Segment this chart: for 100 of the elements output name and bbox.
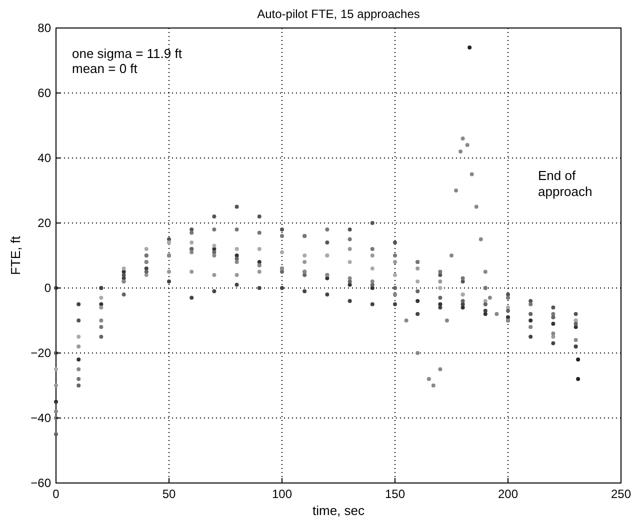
point: [460, 276, 465, 280]
point: [370, 254, 374, 258]
point: [416, 351, 420, 355]
point: [325, 292, 330, 296]
point: [460, 280, 465, 284]
point: [574, 338, 578, 342]
point: [257, 230, 262, 235]
point: [348, 299, 352, 303]
x-tick-label: 250: [610, 487, 632, 501]
point: [280, 286, 284, 290]
point: [54, 400, 58, 404]
point: [528, 318, 533, 322]
point: [190, 230, 194, 235]
y-tick-label: −20: [30, 346, 52, 360]
point: [234, 273, 239, 277]
y-tick-label: −60: [30, 476, 52, 490]
x-tick-label: 50: [162, 487, 176, 501]
point: [551, 341, 556, 346]
x-axis-title: time, sec: [312, 503, 366, 518]
point: [528, 334, 533, 339]
point: [458, 150, 463, 154]
y-axis-title: FTE, ft: [8, 236, 23, 275]
point: [483, 270, 488, 274]
point: [393, 240, 397, 244]
y-tick-label: 40: [38, 151, 52, 165]
point: [302, 273, 307, 277]
point: [416, 280, 420, 284]
chart-title: Auto-pilot FTE, 15 approaches: [257, 7, 420, 21]
point: [212, 273, 216, 277]
point: [167, 270, 171, 274]
point: [76, 367, 81, 372]
point: [76, 344, 81, 348]
point: [576, 377, 580, 381]
point: [190, 250, 194, 254]
point: [212, 244, 216, 248]
point: [99, 318, 104, 322]
y-tick-label: 60: [38, 86, 52, 100]
point: [257, 286, 262, 290]
point: [528, 302, 533, 306]
point: [460, 136, 465, 140]
point: [167, 280, 171, 284]
point: [190, 240, 194, 244]
point: [416, 299, 420, 303]
point: [528, 299, 533, 303]
point: [190, 296, 194, 300]
point: [444, 318, 449, 322]
point: [144, 270, 148, 274]
point: [348, 280, 352, 284]
point: [460, 299, 465, 303]
point: [99, 325, 104, 329]
point: [393, 254, 397, 258]
x-tick-label: 0: [52, 487, 60, 501]
point: [76, 377, 81, 381]
point: [325, 228, 330, 232]
point: [76, 384, 81, 388]
point: [348, 237, 352, 242]
y-tick-label: 80: [38, 21, 52, 35]
point: [190, 228, 194, 232]
point: [438, 280, 442, 284]
point: [483, 308, 488, 313]
point: [348, 260, 352, 264]
point: [76, 334, 81, 339]
point: [574, 322, 578, 326]
point: [438, 296, 442, 300]
point: [416, 289, 420, 294]
point: [478, 237, 483, 242]
point: [144, 247, 148, 251]
point: [468, 46, 472, 50]
point: [190, 270, 194, 274]
point: [431, 384, 436, 388]
point: [370, 247, 374, 251]
point: [302, 254, 307, 258]
point: [506, 306, 510, 310]
point: [370, 282, 374, 287]
point: [234, 254, 239, 258]
y-tick-label: 20: [38, 216, 52, 230]
point: [393, 286, 397, 290]
point: [506, 292, 510, 296]
point: [212, 228, 216, 232]
point: [404, 318, 408, 322]
point: [54, 384, 58, 388]
point: [370, 286, 374, 290]
point: [325, 240, 330, 244]
point: [370, 280, 374, 284]
point: [99, 306, 104, 310]
point: [257, 260, 262, 264]
point: [144, 266, 148, 270]
point: [506, 315, 510, 320]
point: [551, 322, 556, 326]
point: [280, 234, 284, 238]
point: [438, 306, 442, 310]
point: [348, 276, 352, 280]
point: [76, 302, 81, 306]
point: [416, 312, 420, 316]
point: [370, 302, 374, 306]
point: [212, 289, 216, 294]
point: [483, 312, 488, 316]
point: [551, 332, 556, 336]
point: [54, 367, 58, 372]
point: [574, 312, 578, 316]
